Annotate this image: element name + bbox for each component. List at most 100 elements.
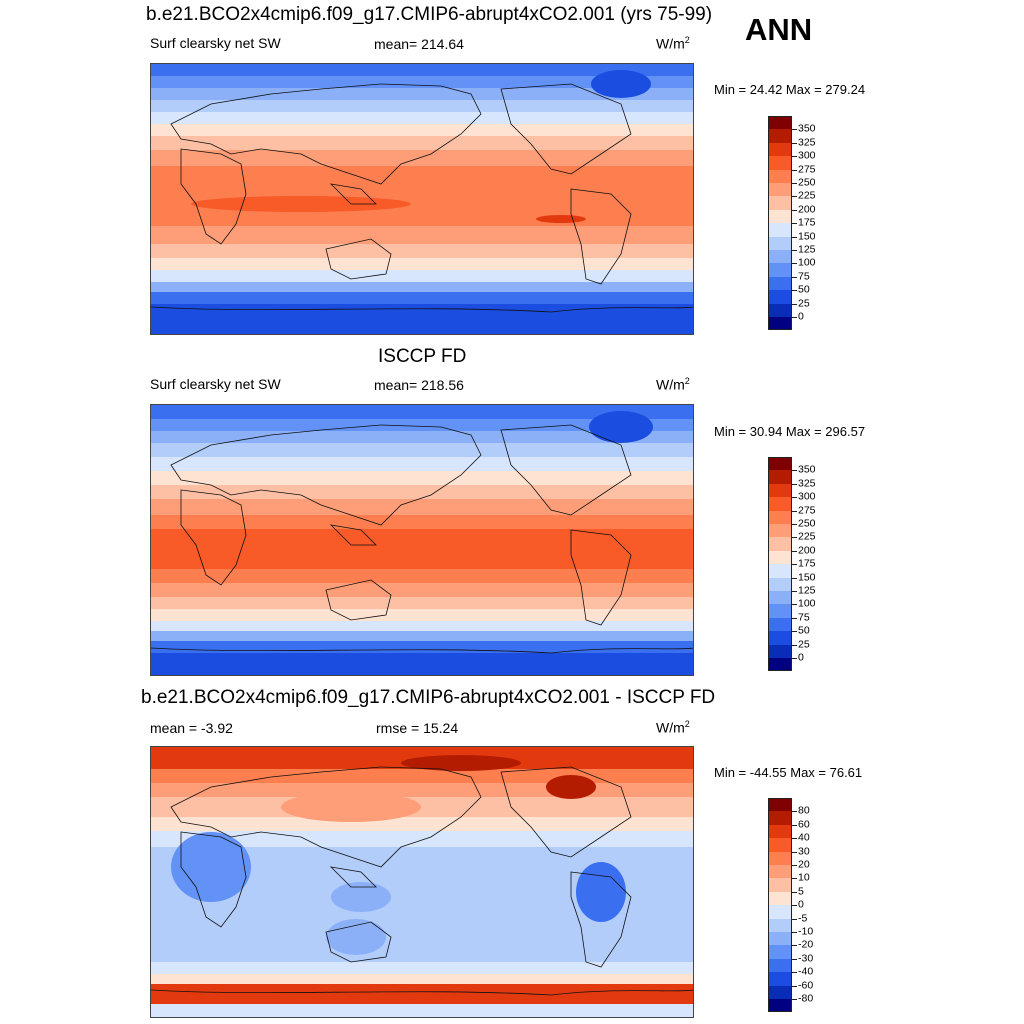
- panel3-colorbar-label: -60: [798, 979, 814, 992]
- panel2-colorbar-label: 200: [798, 544, 816, 557]
- panel2-colorbar-label: 0: [798, 651, 804, 664]
- panel1-colorbar-label: 225: [798, 189, 816, 202]
- panel3-colorbar-label: 60: [798, 818, 810, 831]
- panel2-colorbar-label: 25: [798, 638, 810, 651]
- panel3-rmse-label: rmse = 15.24: [376, 720, 459, 736]
- panel1-colorbar-label: 50: [798, 283, 810, 296]
- panel1-minmax: Min = 24.42 Max = 279.24: [714, 82, 866, 97]
- panel2-colorbar-label: 225: [798, 530, 816, 543]
- panel2-colorbar-label: 50: [798, 624, 810, 637]
- panel2-colorbar-swatch: [768, 483, 792, 498]
- panel2-title: ISCCP FD: [378, 346, 467, 367]
- panel2-colorbar-swatch: [768, 550, 792, 565]
- panel3-colorbar-swatch: [768, 918, 792, 932]
- panel1-colorbar-swatch: [768, 116, 792, 130]
- panel2-mean-label: mean= 218.56: [374, 377, 464, 393]
- panel1-colorbar-swatch: [768, 250, 792, 264]
- panel3-colorbar-swatch: [768, 999, 792, 1013]
- panel1-colorbar-swatch: [768, 209, 792, 224]
- panel3-colorbar-swatch: [768, 865, 792, 879]
- panel2-colorbar-swatch: [768, 497, 792, 511]
- panel3-colorbar-label: 10: [798, 871, 810, 884]
- panel2-colorbar-swatch: [768, 457, 792, 471]
- panel1-colorbar-swatch: [768, 183, 792, 197]
- panel3-colorbar-label: 40: [798, 831, 810, 844]
- panel1-mean-label: mean= 214.64: [374, 36, 464, 52]
- panel2-colorbar-label: 75: [798, 611, 810, 624]
- panel1-colorbar-label: 300: [798, 149, 816, 162]
- panel2-colorbar-label: 300: [798, 490, 816, 503]
- panel1-colorbar-label: 150: [798, 230, 816, 243]
- panel1-colorbar-swatch: [768, 303, 792, 317]
- panel2-colorbar-swatch: [768, 631, 792, 645]
- panel3-colorbar-swatch: [768, 798, 792, 812]
- panel2-colorbar-swatch: [768, 604, 792, 618]
- panel3-colorbar-swatch: [768, 811, 792, 825]
- panel1-colorbar-label: 325: [798, 136, 816, 149]
- panel2-colorbar-swatch: [768, 564, 792, 578]
- panel1-colorbar-swatch: [768, 156, 792, 170]
- panel2-colorbar-label: 250: [798, 517, 816, 530]
- panel1-unit-label: W/m2: [656, 35, 690, 52]
- panel1-colorbar-swatch: [768, 196, 792, 210]
- panel3-colorbar-swatch: [768, 905, 792, 919]
- panel3-colorbar-label: -30: [798, 952, 814, 965]
- panel3-colorbar-label: -40: [798, 965, 814, 978]
- panel3-colorbar-label: -20: [798, 938, 814, 951]
- panel1-colorbar-label: 175: [798, 216, 816, 229]
- panel3-colorbar-label: 80: [798, 804, 810, 817]
- panel1-colorbar-swatch: [768, 276, 792, 291]
- panel2-colorbar-swatch: [768, 644, 792, 658]
- panel1-map: [150, 63, 694, 335]
- panel2-colorbar-label: 175: [798, 557, 816, 570]
- panel3-colorbar-swatch: [768, 958, 792, 973]
- panel2-colorbar-swatch: [768, 617, 792, 632]
- panel2-colorbar-swatch: [768, 510, 792, 524]
- panel3-mean-label: mean = -3.92: [150, 720, 233, 736]
- season-label: ANN: [745, 12, 813, 47]
- panel2-colorbar-label: 100: [798, 597, 816, 610]
- panel3-colorbar-swatch: [768, 878, 792, 892]
- panel3-colorbar-swatch: [768, 851, 792, 865]
- panel1-variable-label: Surf clearsky net SW: [150, 35, 281, 51]
- panel3-colorbar-swatch: [768, 838, 792, 852]
- panel2-colorbar-swatch: [768, 537, 792, 551]
- panel3-colorbar-swatch: [768, 932, 792, 946]
- panel2-variable-label: Surf clearsky net SW: [150, 376, 281, 392]
- panel1-colorbar-label: 100: [798, 256, 816, 269]
- panel1-colorbar-label: 125: [798, 243, 816, 256]
- panel3-minmax: Min = -44.55 Max = 76.61: [714, 765, 863, 780]
- panel2-colorbar-swatch: [768, 524, 792, 538]
- panel2-colorbar-swatch: [768, 577, 792, 591]
- panel2-minmax: Min = 30.94 Max = 296.57: [714, 424, 866, 439]
- panel3-unit-label: W/m2: [656, 719, 690, 736]
- panel1-colorbar-swatch: [768, 317, 792, 331]
- panel2-unit-label: W/m2: [656, 376, 690, 393]
- panel1-colorbar-label: 25: [798, 297, 810, 310]
- panel3-colorbar-swatch: [768, 891, 792, 906]
- panel1-colorbar-swatch: [768, 223, 792, 237]
- panel2-colorbar-swatch: [768, 470, 792, 484]
- panel3-colorbar-label: -10: [798, 925, 814, 938]
- panel1-colorbar-label: 0: [798, 310, 804, 323]
- panel1-colorbar-swatch: [768, 169, 792, 183]
- panel3-colorbar-label: -80: [798, 992, 814, 1005]
- panel3-map: [150, 746, 694, 1018]
- panel1-colorbar-label: 200: [798, 203, 816, 216]
- panel1-colorbar-swatch: [768, 236, 792, 250]
- panel1-colorbar-swatch: [768, 263, 792, 277]
- panel2-colorbar-label: 350: [798, 463, 816, 476]
- panel3-colorbar-label: 30: [798, 845, 810, 858]
- panel3-colorbar-label: -5: [798, 912, 808, 925]
- panel1-colorbar-label: 250: [798, 176, 816, 189]
- panel2-colorbar-swatch: [768, 658, 792, 672]
- panel2-colorbar-label: 275: [798, 504, 816, 517]
- panel2-colorbar-label: 125: [798, 584, 816, 597]
- panel3-colorbar-swatch: [768, 945, 792, 959]
- panel1-colorbar-swatch: [768, 290, 792, 304]
- panel3-colorbar-label: 0: [798, 898, 804, 911]
- panel1-colorbar-label: 275: [798, 163, 816, 176]
- panel3-colorbar-swatch: [768, 824, 792, 839]
- panel1-colorbar-label: 75: [798, 270, 810, 283]
- panel3-title: b.e21.BCO2x4cmip6.f09_g17.CMIP6-abrupt4x…: [141, 687, 716, 708]
